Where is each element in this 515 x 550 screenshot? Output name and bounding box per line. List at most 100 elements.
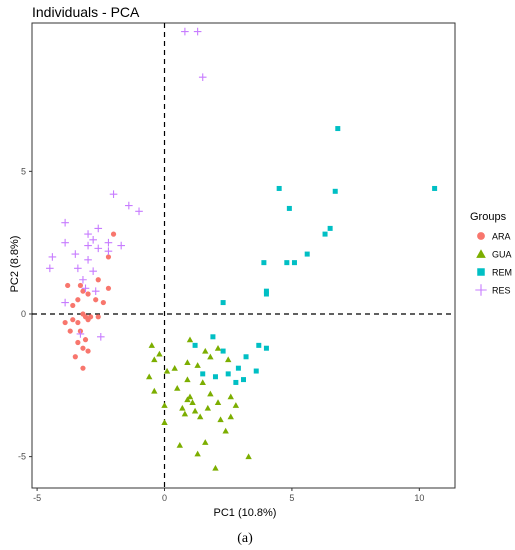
gua-point xyxy=(163,367,171,374)
y-tick-label: -5 xyxy=(18,452,26,462)
legend-item-res: RES xyxy=(475,284,511,296)
gua-point xyxy=(204,404,212,411)
plot-border xyxy=(31,22,456,489)
rem-point xyxy=(263,345,269,351)
gua-point xyxy=(146,373,153,380)
gua-point xyxy=(227,413,234,420)
res-point xyxy=(79,275,87,284)
legend-label-ara: ARA xyxy=(492,232,511,242)
legend-label-gua: GUA xyxy=(492,250,512,260)
gua-point xyxy=(151,356,158,363)
ara-point xyxy=(80,311,86,317)
gua-point xyxy=(171,364,178,371)
ara-point xyxy=(100,299,106,306)
gua-point xyxy=(196,413,204,420)
legend-label-res: RES xyxy=(492,286,511,296)
plot-panel xyxy=(31,22,456,489)
rem-point xyxy=(200,371,206,377)
legend-title: Groups xyxy=(470,211,507,223)
legend-item-gua: GUA xyxy=(476,249,512,260)
res-point xyxy=(84,255,92,264)
gua-point xyxy=(161,402,168,408)
gua-point xyxy=(148,342,155,348)
rem-point xyxy=(256,342,262,348)
ara-point xyxy=(77,282,84,289)
legend-key-ara xyxy=(477,232,485,240)
gua-point xyxy=(225,356,232,363)
y-axis-ticks: -5 0 5 xyxy=(18,166,32,462)
rem-point xyxy=(432,185,438,191)
series-res xyxy=(46,27,207,341)
ara-point xyxy=(65,282,71,289)
gua-point xyxy=(179,404,186,411)
rem-point xyxy=(220,300,226,306)
gua-point xyxy=(186,393,194,400)
gua-point xyxy=(194,362,201,368)
res-point xyxy=(91,287,100,295)
gua-point xyxy=(184,359,191,366)
legend-key-res xyxy=(475,284,487,296)
y-axis-label: PC2 (8.8%) xyxy=(9,236,21,293)
gua-point xyxy=(191,407,199,414)
rem-point xyxy=(263,291,269,297)
rem-point xyxy=(276,185,282,191)
res-point xyxy=(125,201,133,210)
x-tick-label: -5 xyxy=(33,493,41,503)
rem-point xyxy=(332,188,338,194)
ara-point xyxy=(62,319,68,326)
res-point xyxy=(46,264,54,273)
ara-point xyxy=(70,317,76,323)
rem-point xyxy=(212,374,218,380)
gua-point xyxy=(217,416,224,423)
x-tick-label: 0 xyxy=(162,493,167,503)
gua-point xyxy=(214,345,222,351)
gua-point xyxy=(176,442,183,448)
res-point xyxy=(97,333,105,341)
rem-point xyxy=(220,348,226,354)
res-point xyxy=(109,190,118,198)
rem-point xyxy=(192,342,198,348)
res-point xyxy=(104,247,113,256)
x-axis-label: PC1 (10.8%) xyxy=(214,507,277,519)
res-point xyxy=(84,241,92,250)
gua-point xyxy=(184,376,191,383)
data-points xyxy=(46,27,438,471)
res-point xyxy=(71,250,80,258)
ara-point xyxy=(75,297,81,303)
rem-point xyxy=(210,334,216,340)
res-point xyxy=(181,27,189,36)
gua-point xyxy=(194,450,201,457)
series-rem xyxy=(192,126,438,385)
ara-point xyxy=(80,365,86,371)
rem-point xyxy=(241,377,246,383)
ara-point xyxy=(88,314,94,320)
res-point xyxy=(94,224,103,233)
ara-point xyxy=(80,288,86,294)
ara-point xyxy=(67,328,73,334)
ara-point xyxy=(82,337,89,343)
ara-point xyxy=(93,297,99,303)
x-axis-ticks: -5 0 5 10 xyxy=(33,488,424,503)
res-point xyxy=(198,73,207,82)
gua-point xyxy=(156,350,163,357)
ara-point xyxy=(95,277,101,283)
gua-point xyxy=(222,427,229,434)
res-point xyxy=(74,264,82,273)
rem-point xyxy=(261,260,267,266)
gua-point xyxy=(174,384,181,391)
gua-point xyxy=(212,464,219,471)
res-point xyxy=(81,284,90,293)
y-tick-label: 5 xyxy=(21,166,26,176)
res-point xyxy=(84,230,92,238)
reference-lines xyxy=(32,23,455,488)
gua-point xyxy=(202,347,209,354)
legend-label-rem: REM xyxy=(492,268,512,278)
ara-point xyxy=(105,285,112,291)
legend-key-rem xyxy=(477,268,485,276)
ara-point xyxy=(105,254,112,260)
res-point xyxy=(117,241,125,250)
gua-point xyxy=(181,410,189,417)
y-tick-label: 0 xyxy=(21,309,26,319)
rem-point xyxy=(304,251,310,257)
res-point xyxy=(61,298,69,307)
